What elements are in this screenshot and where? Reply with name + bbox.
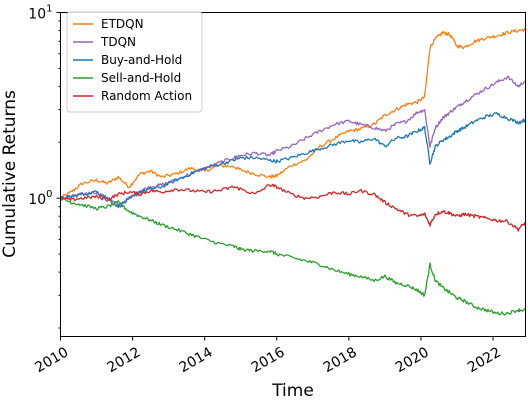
- x-tick-label: 2012: [105, 344, 144, 376]
- x-tick-label: 2016: [249, 344, 288, 376]
- y-axis-label: Cumulative Returns: [0, 90, 20, 258]
- legend-label: TDQN: [100, 35, 136, 49]
- series-line-buy-and-hold: [60, 111, 526, 209]
- legend: ETDQN TDQN Buy-and-Hold Sell-and-Hold Random…: [66, 11, 203, 113]
- plot-frame: [60, 12, 526, 337]
- series-line-tdqn: [60, 75, 526, 206]
- series-line-random-action: [60, 183, 526, 232]
- series-group: [60, 27, 526, 316]
- x-tick-label: 2020: [393, 344, 432, 376]
- x-tick-label: 2010: [32, 344, 71, 376]
- y-tick-label: 101: [28, 4, 52, 23]
- x-tick-label: 2022: [465, 344, 504, 376]
- x-axis-label: Time: [271, 381, 314, 401]
- series-line-sell-and-hold: [60, 196, 526, 316]
- legend-box: [66, 11, 203, 113]
- x-tick-label: 2018: [321, 344, 360, 376]
- series-line-etdqn: [60, 27, 526, 199]
- x-axis: 2010 2012 2014 2016 2018 2020 2022: [32, 336, 504, 376]
- legend-label: Sell-and-Hold: [101, 71, 181, 85]
- legend-label: Buy-and-Hold: [101, 53, 182, 67]
- legend-label: ETDQN: [101, 17, 144, 31]
- x-tick-label: 2014: [177, 344, 216, 376]
- legend-label: Random Action: [101, 89, 192, 103]
- y-axis: 100 101: [28, 4, 61, 329]
- y-tick-label: 100: [28, 189, 52, 208]
